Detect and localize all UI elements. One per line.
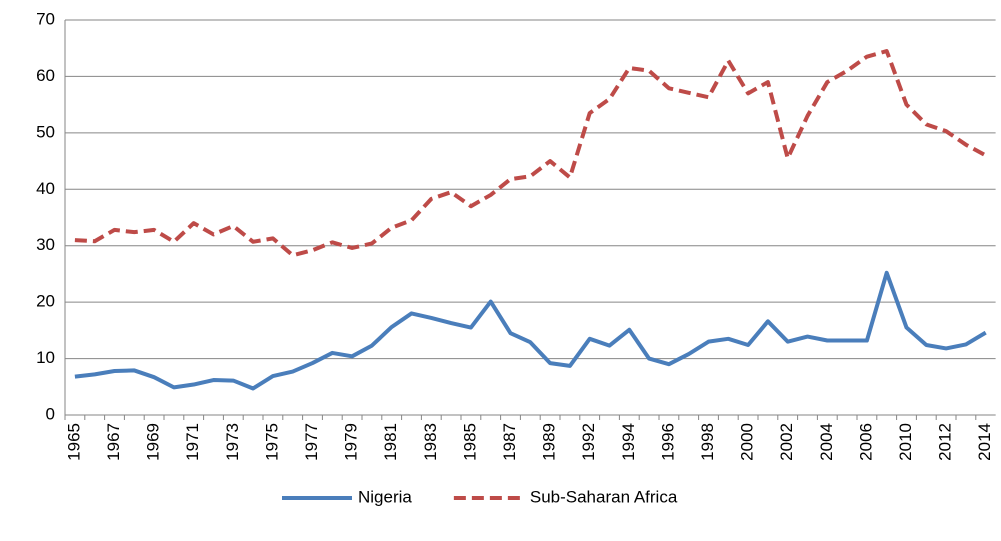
x-tick-label: 1992 (579, 423, 598, 461)
x-tick-label: 2014 (975, 423, 994, 461)
x-tick-label: 2012 (936, 423, 955, 461)
x-tick-label: 1973 (223, 423, 242, 461)
x-tick-label: 2004 (817, 423, 836, 461)
x-tick-label: 1965 (64, 423, 83, 461)
x-tick-label: 2010 (896, 423, 915, 461)
x-tick-label: 1969 (144, 423, 163, 461)
y-tick-label: 10 (36, 348, 55, 367)
y-tick-label: 30 (36, 235, 55, 254)
x-tick-label: 2000 (738, 423, 757, 461)
x-tick-label: 1987 (500, 423, 519, 461)
x-tick-label: 1975 (262, 423, 281, 461)
x-tick-label: 1996 (658, 423, 677, 461)
x-tick-label: 1985 (460, 423, 479, 461)
x-tick-label: 1981 (381, 423, 400, 461)
y-tick-label: 20 (36, 292, 55, 311)
x-tick-label: 2006 (856, 423, 875, 461)
x-tick-label: 1979 (342, 423, 361, 461)
legend-label: Nigeria (358, 487, 412, 506)
x-tick-label: 1983 (421, 423, 440, 461)
y-tick-label: 70 (36, 9, 55, 28)
y-tick-label: 0 (46, 404, 55, 423)
y-tick-label: 50 (36, 122, 55, 141)
series-line (74, 270, 987, 391)
y-tick-label: 60 (36, 66, 55, 85)
x-tick-label: 1977 (302, 423, 321, 461)
y-tick-label: 40 (36, 179, 55, 198)
x-tick-label: 1971 (183, 423, 202, 461)
x-tick-label: 2002 (777, 423, 796, 461)
legend-label: Sub-Saharan Africa (530, 487, 678, 506)
x-tick-label: 1967 (104, 423, 123, 461)
x-tick-label: 1994 (619, 423, 638, 461)
series-line (74, 49, 987, 258)
x-tick-label: 1998 (698, 423, 717, 461)
x-tick-label: 1989 (540, 423, 559, 461)
